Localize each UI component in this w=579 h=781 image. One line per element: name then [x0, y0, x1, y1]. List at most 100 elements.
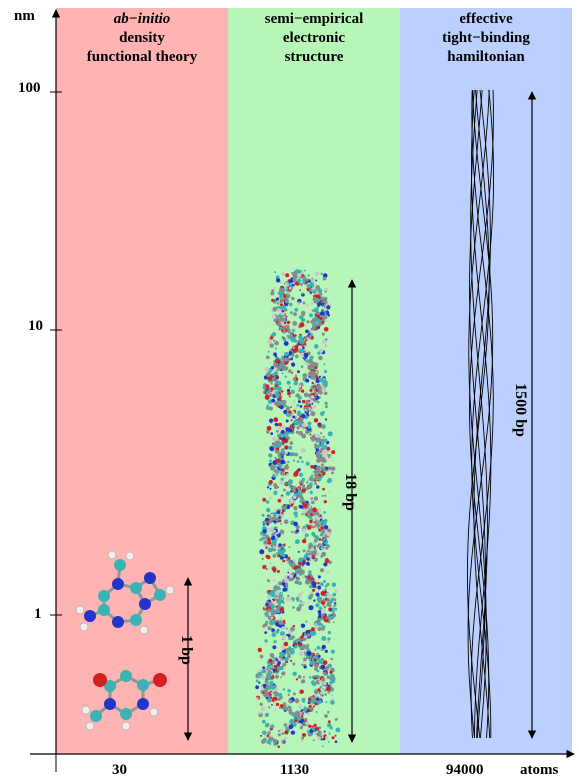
helix-atom	[283, 357, 289, 362]
helix-atom	[332, 607, 335, 610]
helix-atom	[280, 362, 284, 365]
helix-atom	[267, 541, 272, 545]
helix-atom	[319, 378, 325, 383]
helix-atom	[317, 575, 321, 579]
helix-atom	[308, 676, 312, 679]
helix-atom	[300, 690, 304, 693]
helix-atom	[269, 671, 272, 675]
helix-atom	[274, 380, 280, 385]
helix-atom	[283, 341, 289, 346]
helix-atom	[290, 337, 296, 343]
helix-atom	[328, 466, 332, 471]
helix-atom	[301, 513, 304, 516]
helix-atom	[315, 711, 318, 713]
helix-atom	[270, 724, 275, 729]
helix-atom	[315, 522, 319, 525]
helix-atom	[272, 474, 276, 478]
helix-atom	[261, 669, 266, 674]
helix-atom	[285, 427, 290, 432]
helix-atom	[311, 500, 315, 505]
helix-atom	[316, 516, 321, 521]
helix-atom	[276, 656, 280, 660]
helix-atom	[277, 587, 281, 591]
dna-helix	[255, 269, 341, 749]
helix-atom	[306, 525, 312, 530]
helix-atom	[268, 706, 271, 709]
helix-atom	[320, 582, 324, 587]
helix-atom	[310, 395, 315, 399]
helix-atom	[287, 391, 291, 396]
helix-atom	[317, 400, 320, 404]
helix-atom	[303, 665, 307, 669]
helix-atom	[322, 537, 326, 542]
helix-atom	[324, 597, 328, 601]
helix-atom	[284, 464, 289, 470]
helix-atom	[314, 271, 320, 276]
helix-atom	[324, 405, 328, 409]
helix-atom	[262, 565, 267, 569]
helix-atom	[289, 498, 294, 504]
helix-atom	[291, 572, 295, 576]
helix-atom	[301, 711, 304, 714]
helix-atom	[270, 366, 275, 370]
helix-atom	[307, 575, 311, 579]
helix-atom	[320, 466, 324, 470]
helix-atom	[327, 469, 330, 472]
helix-atom	[306, 650, 312, 656]
helix-atom	[314, 702, 318, 706]
helix-atom	[319, 292, 323, 296]
helix-atom	[279, 316, 283, 320]
strand-curve	[470, 89, 488, 739]
helix-atom	[323, 363, 326, 366]
helix-atom	[314, 474, 320, 480]
helix-atom	[315, 451, 321, 457]
helix-atom	[319, 661, 323, 665]
helix-atom	[326, 446, 331, 451]
helix-atom	[288, 561, 292, 565]
helix-atom	[305, 359, 310, 363]
helix-atom	[272, 532, 276, 536]
helix-atom	[279, 529, 285, 535]
helix-atom	[316, 444, 321, 449]
helix-atom	[259, 538, 263, 542]
helix-atom	[321, 332, 325, 336]
helix-atom	[302, 508, 307, 514]
helix-atom	[259, 711, 262, 715]
helix-atom	[289, 415, 293, 419]
helix-atom	[283, 488, 286, 492]
helix-atom	[318, 348, 324, 353]
helix-atom	[294, 452, 299, 457]
helix-atom	[331, 597, 335, 601]
helix-atom	[280, 448, 285, 452]
helix-atom	[316, 306, 319, 309]
helix-atom	[281, 581, 286, 586]
helix-atom	[316, 437, 322, 443]
helix-atom	[322, 471, 326, 476]
helix-atom	[309, 433, 312, 436]
helix-atom	[283, 585, 286, 588]
helix-atom	[324, 558, 330, 563]
helix-atom	[292, 606, 295, 609]
helix-atom	[310, 411, 316, 417]
helix-atom	[290, 280, 293, 282]
helix-atom	[280, 459, 286, 465]
helix-atom	[272, 645, 277, 650]
helix-atom	[300, 715, 304, 718]
helix-atom	[255, 679, 259, 683]
helix-atom	[269, 406, 273, 411]
helix-atom	[281, 305, 286, 310]
helix-atom	[292, 495, 297, 500]
helix-atom	[291, 329, 295, 333]
helix-atom	[334, 734, 337, 737]
helix-atom	[312, 550, 317, 556]
helix-atom	[312, 705, 315, 708]
y-axis-unit: nm	[14, 8, 35, 24]
helix-atom	[297, 384, 302, 389]
helix-atom	[297, 641, 301, 645]
helix-atom	[309, 363, 314, 368]
helix-atom	[317, 444, 320, 446]
helix-atom	[315, 730, 318, 734]
helix-atom	[268, 453, 271, 457]
helix-atom	[290, 730, 295, 735]
helix-atom	[314, 396, 317, 399]
